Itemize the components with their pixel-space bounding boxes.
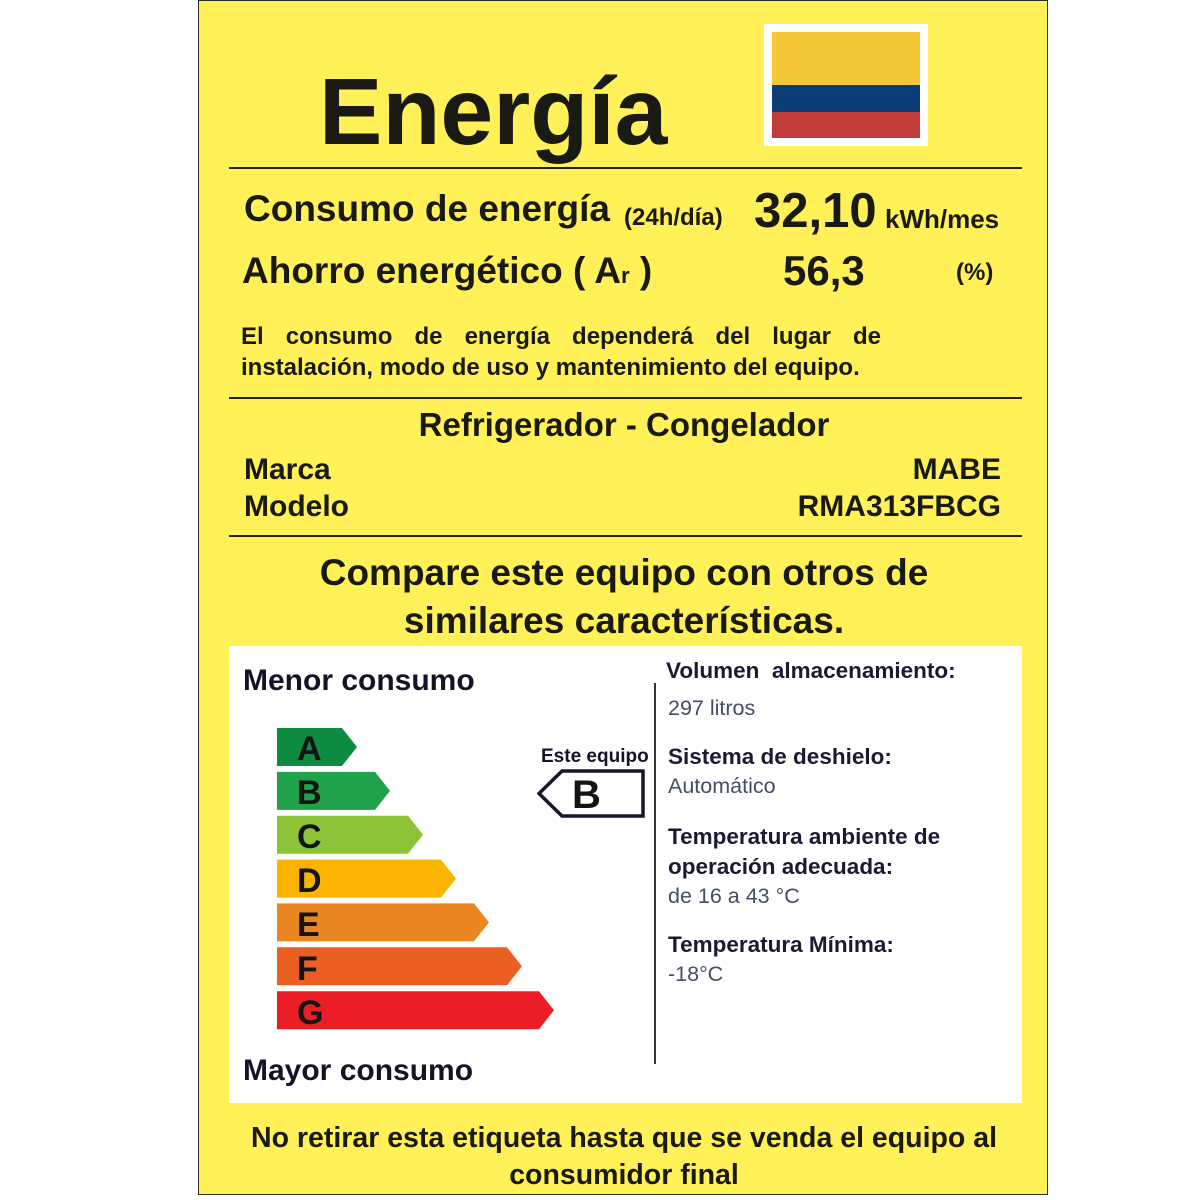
svg-text:F: F [297, 950, 318, 988]
svg-text:C: C [297, 818, 322, 856]
svg-text:B: B [297, 774, 322, 812]
svg-text:D: D [297, 862, 322, 900]
svg-text:B: B [572, 773, 601, 817]
svg-text:A: A [297, 730, 322, 768]
svg-text:E: E [297, 906, 320, 944]
svg-text:G: G [297, 994, 323, 1032]
